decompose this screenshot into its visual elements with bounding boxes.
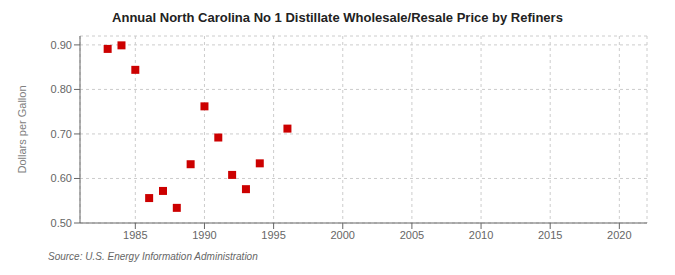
svg-text:0.50: 0.50 xyxy=(51,217,72,229)
svg-text:2010: 2010 xyxy=(469,229,493,241)
svg-text:0.60: 0.60 xyxy=(51,172,72,184)
svg-text:2000: 2000 xyxy=(331,229,355,241)
svg-text:Dollars per Gallon: Dollars per Gallon xyxy=(16,85,28,173)
svg-text:2020: 2020 xyxy=(607,229,631,241)
svg-text:2015: 2015 xyxy=(538,229,562,241)
svg-text:0.90: 0.90 xyxy=(51,39,72,51)
html-text:Source: U.S. Energy Informatio: Source: U.S. Energy Information Administ… xyxy=(48,251,258,262)
svg-text:1995: 1995 xyxy=(261,229,285,241)
svg-text:0.70: 0.70 xyxy=(51,128,72,140)
svg-text:2005: 2005 xyxy=(400,229,424,241)
svg-text:1985: 1985 xyxy=(123,229,147,241)
svg-text:1990: 1990 xyxy=(192,229,216,241)
html-text:Annual North Carolina No 1 Dis: Annual North Carolina No 1 Distillate Wh… xyxy=(112,10,563,25)
svg-text:0.80: 0.80 xyxy=(51,83,72,95)
